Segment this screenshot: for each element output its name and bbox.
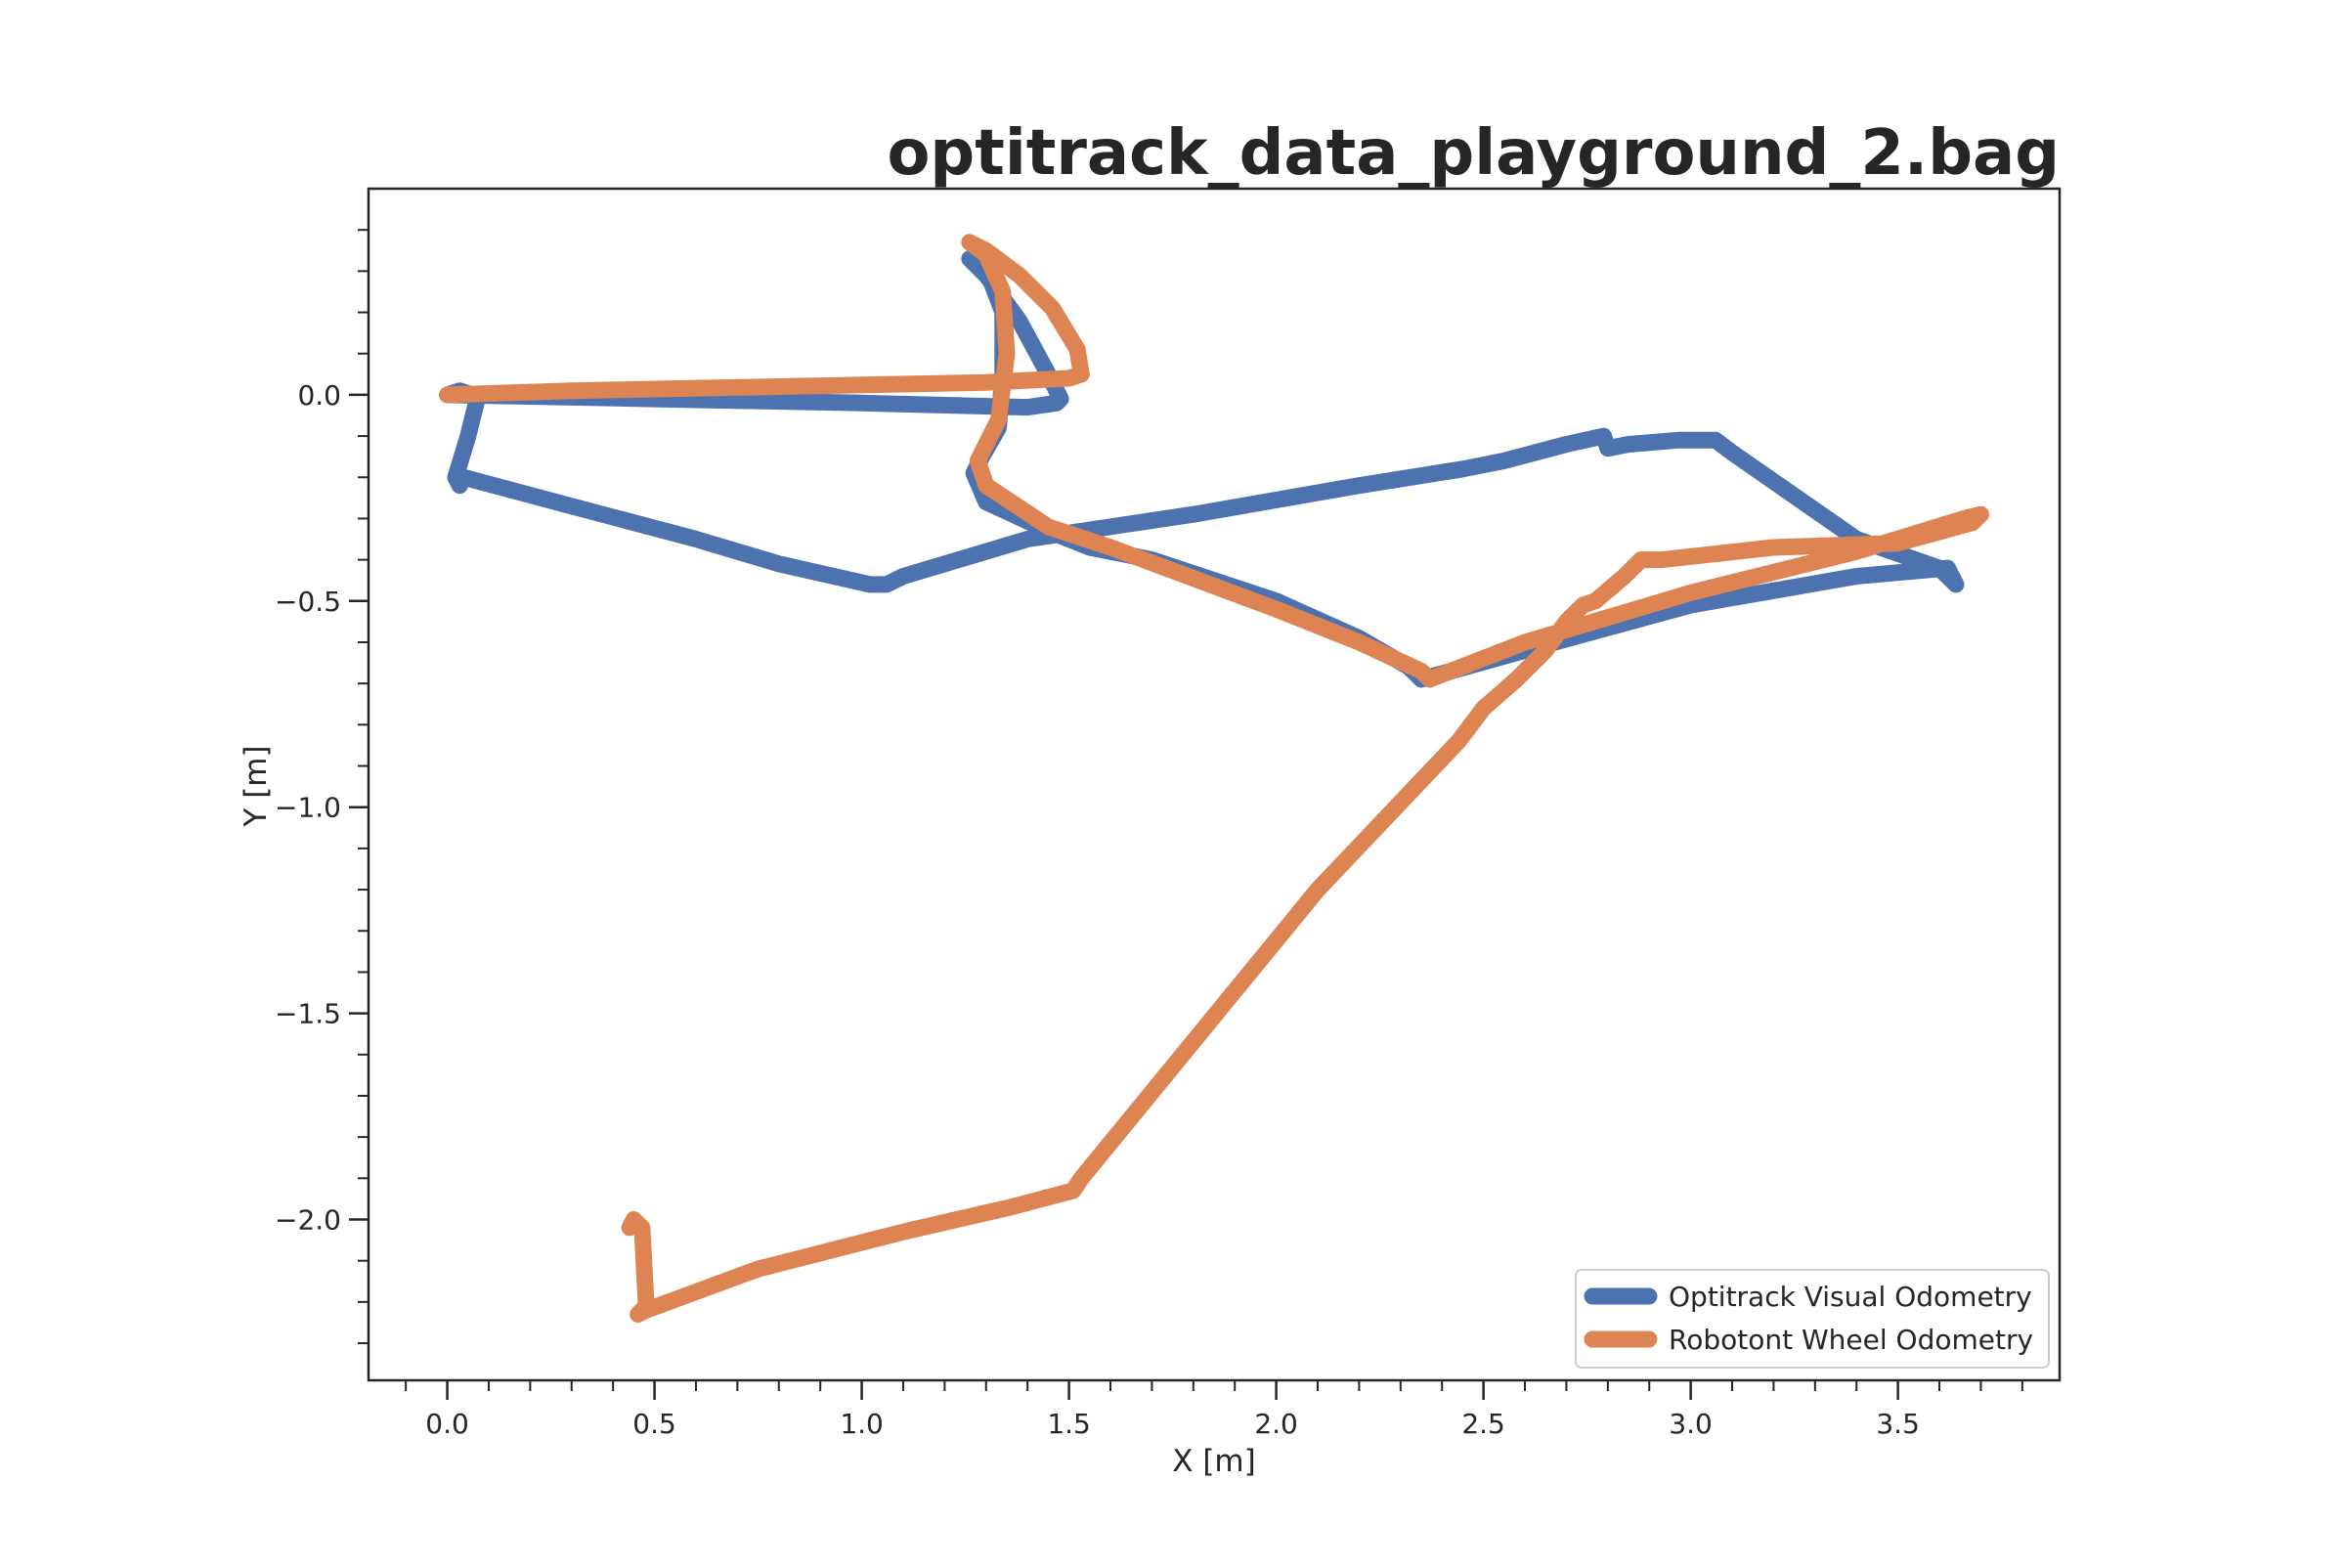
x-tick-label: 2.0 [1254,1408,1298,1440]
y-axis-label: Y [m] [239,745,274,827]
series-line-0 [439,250,1965,688]
x-tick-label: 3.5 [1876,1408,1920,1440]
x-axis-label: X [m] [1172,1444,1255,1479]
y-tick-label: −2.0 [275,1203,341,1236]
x-tick-label: 0.5 [632,1408,676,1440]
x-tick-label: 3.0 [1669,1408,1713,1440]
chart-title: optitrack_data_playground_2.bag [887,117,2060,190]
y-tick-label: −0.5 [275,586,341,618]
legend: Optitrack Visual Odometry Robotont Wheel … [1575,1269,2050,1369]
y-tick-label: −1.0 [275,792,341,824]
series-layer [439,234,1989,1323]
series-line-1 [439,234,1989,1323]
legend-label-1: Robotont Wheel Odometry [1669,1324,2033,1356]
plot-frame [367,187,2062,1382]
y-tick-label: 0.0 [297,379,341,412]
ticks-layer: 0.0 0.5 1.0 1.5 2.0 2.5 3.0 3.5 0.0 −0.5 −1.0 −1.5 −… [275,229,2023,1440]
x-tick-label: 2.5 [1461,1408,1505,1440]
x-tick-label: 1.5 [1047,1408,1091,1440]
x-tick-label: 0.0 [425,1408,469,1440]
y-tick-label: −1.5 [275,998,341,1030]
legend-box [1575,1269,2050,1369]
legend-label-0: Optitrack Visual Odometry [1669,1281,2032,1313]
x-tick-label: 1.0 [840,1408,884,1440]
